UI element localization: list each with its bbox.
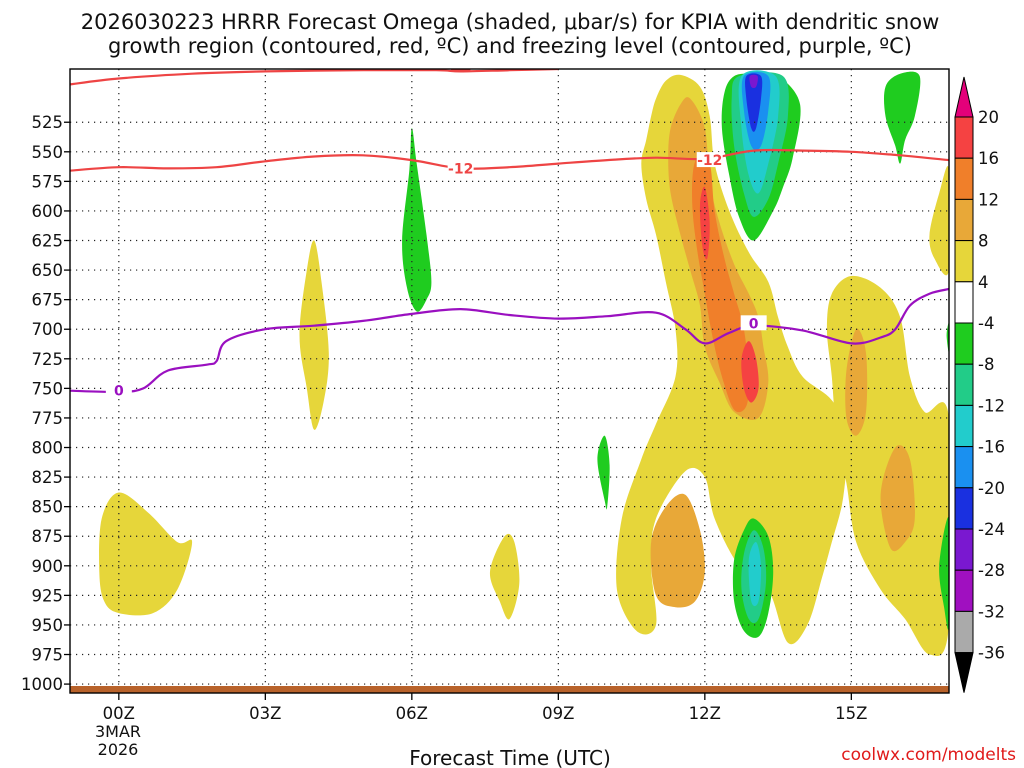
freezing-level-label-a-bg: [105, 382, 132, 398]
y-tick-label-925: 925: [32, 586, 64, 605]
dgz-contour-lower-label-b-bg: [696, 152, 723, 168]
y-tick-label-950: 950: [32, 616, 64, 635]
colorbar-swatch-12: [954, 610, 974, 654]
y-tick-label-575: 575: [32, 172, 64, 191]
colorbar-level-3: 8: [978, 232, 989, 251]
colorbar-swatch-10: [954, 528, 974, 571]
y-tick-label-525: 525: [32, 113, 64, 132]
omega-region-up-16a: [699, 186, 710, 260]
colorbar-swatch-8: [954, 446, 974, 489]
freezing-level-label-b-bg: [740, 315, 767, 331]
contour-lines: -12 -12 0 0: [70, 69, 949, 400]
colorbar-swatch-9: [954, 487, 974, 530]
dgz-contour-lower-label-b: -12: [697, 153, 722, 169]
y-tick-label-775: 775: [32, 409, 64, 428]
omega-region-down-4d: [883, 71, 921, 164]
y-tick-label-550: 550: [32, 143, 64, 162]
colorbar-swatch-3: [954, 240, 974, 283]
ground-surface: [70, 686, 949, 693]
y-tick-label-600: 600: [32, 202, 64, 221]
colorbar-bottom-arrow: [954, 652, 974, 693]
freezing-level-label-a: 0: [114, 384, 124, 400]
colorbar-top-arrow: [954, 76, 974, 118]
colorbar-level-9: -20: [978, 479, 1005, 498]
y-tick-label-850: 850: [32, 498, 64, 517]
omega-region-down-24a: [749, 74, 758, 89]
y-tick-label-750: 750: [32, 379, 64, 398]
colorbar-level-5: -4: [978, 314, 994, 333]
freezing-level-contour: [70, 287, 949, 394]
colorbar-level-12: -32: [978, 602, 1005, 621]
y-tick-label-900: 900: [32, 557, 64, 576]
omega-region-down-12b: [748, 542, 762, 607]
colorbar-level-13: -36: [978, 644, 1005, 663]
colorbar-level-8: -16: [978, 438, 1005, 457]
omega-region-up-16b: [741, 341, 759, 403]
omega-region-down-4f: [939, 517, 949, 630]
omega-region-down-4e: [597, 435, 610, 510]
x-tick-label-09Z: 09Z: [542, 704, 574, 723]
omega-region-up-4f: [489, 533, 520, 620]
colorbar-level-10: -24: [978, 520, 1005, 539]
x-axis-title: Forecast Time (UTC): [409, 746, 611, 768]
x-tick-label-06Z: 06Z: [396, 704, 428, 723]
omega-region-up-8b: [650, 493, 705, 608]
x-tick-label-12Z: 12Z: [689, 704, 721, 723]
chart-title-line1: 2026030223 HRRR Forecast Omega (shaded, …: [81, 10, 940, 34]
y-tick-label-625: 625: [32, 232, 64, 251]
colorbar-swatch-2: [954, 198, 974, 242]
date-label-year: 2026: [98, 740, 139, 759]
y-tick-label-650: 650: [32, 261, 64, 280]
y-tick-label-675: 675: [32, 291, 64, 310]
y-tick-label-800: 800: [32, 439, 64, 458]
dgz-contour-lower-label-a-bg: [447, 160, 474, 176]
colorbar-level-0: 20: [978, 108, 999, 127]
colorbar-level-2: 12: [978, 190, 999, 209]
dgz-contour-lower-label-a: -12: [448, 161, 473, 177]
omega-region-up-4d: [299, 240, 329, 430]
colorbar-swatch-11: [954, 569, 974, 612]
omega-region-up-8d: [845, 328, 868, 436]
watermark: coolwx.com/modelts: [841, 745, 1016, 765]
dgz-contour-upper: [70, 69, 559, 86]
omega-region-down-20a: [745, 73, 763, 132]
y-tick-label-975: 975: [32, 646, 64, 665]
colorbar-swatch-1: [954, 157, 974, 200]
y-tick-label-725: 725: [32, 350, 64, 369]
omega-region-up-4e: [99, 492, 193, 616]
colorbar-level-7: -12: [978, 396, 1005, 415]
colorbar-level-6: -8: [978, 355, 994, 374]
colorbar-level-4: 4: [978, 273, 989, 292]
dgz-contour-lower: [70, 148, 949, 172]
x-tick-label-03Z: 03Z: [249, 704, 281, 723]
y-tick-label-825: 825: [32, 468, 64, 487]
omega-shading: [99, 70, 949, 656]
colorbar-swatch-7: [954, 404, 974, 448]
colorbar-level-1: 16: [978, 149, 999, 168]
grid-lines: [70, 69, 949, 690]
colorbar-swatch-0: [954, 116, 974, 159]
y-axis: 525 550 575 600 625 650 675 700 725 750 775 800 825 8…: [21, 113, 70, 694]
y-tick-label-1000: 1000: [21, 675, 63, 694]
chart-title-line2: growth region (contoured, red, ºC) and f…: [108, 34, 912, 58]
freezing-level-label-b: 0: [749, 316, 759, 332]
plot-frame: [69, 68, 950, 694]
colorbar-swatch-6: [954, 363, 974, 406]
y-tick-label-875: 875: [32, 527, 64, 546]
y-tick-label-700: 700: [32, 320, 64, 339]
colorbar-swatch-4: [954, 281, 974, 324]
omega-region-up-8c: [880, 445, 915, 552]
x-tick-label-15Z: 15Z: [835, 704, 867, 723]
date-label-day: 3MAR: [95, 722, 141, 741]
omega-region-down-4c: [402, 128, 432, 312]
colorbar-swatch-5: [954, 322, 974, 365]
colorbar: 20 16 12 8 4 -4 -8 -12 -16 -20 -24 -28 -32 -36: [954, 76, 1005, 693]
colorbar-level-11: -28: [978, 561, 1005, 580]
omega-region-up-4c: [929, 166, 949, 276]
x-tick-label-00Z: 00Z: [103, 704, 135, 723]
x-axis: 00Z 03Z 06Z 09Z 12Z 15Z: [103, 693, 867, 723]
